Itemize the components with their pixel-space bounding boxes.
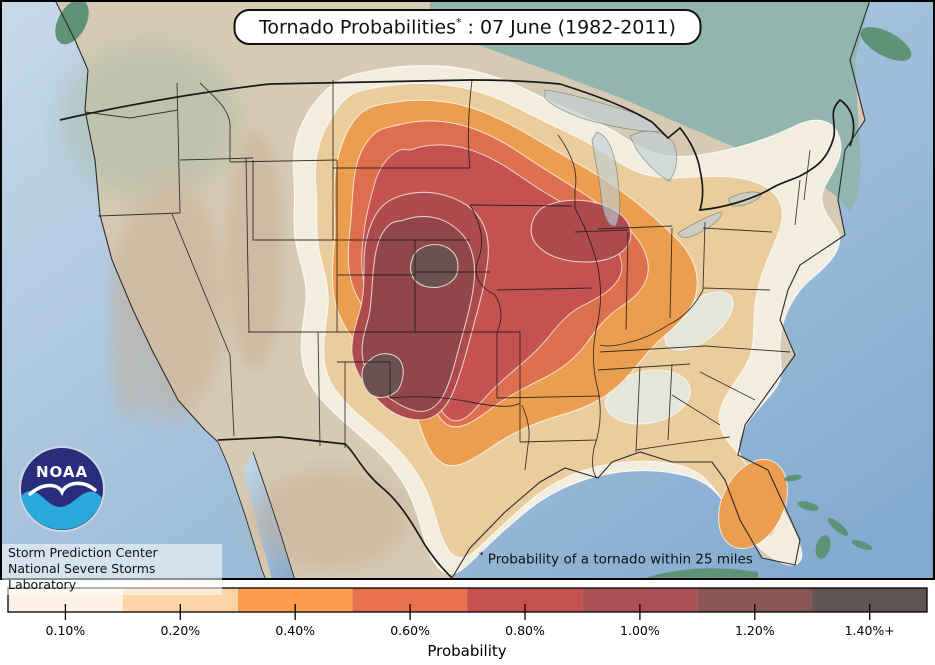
legend-label-4: 0.80% xyxy=(505,623,545,638)
noaa-wave xyxy=(21,491,102,530)
national-borders xyxy=(59,79,855,579)
legend: 0.10% 0.20% 0.40% 0.60% 0.80% 1.00% 1.20… xyxy=(0,580,935,665)
cuba xyxy=(640,568,758,580)
legend-bar-frame xyxy=(7,587,928,613)
vancouver-island xyxy=(55,0,89,45)
legend-label-7: 1.40%+ xyxy=(845,623,895,638)
canada-land xyxy=(430,0,870,212)
lake-huron xyxy=(629,130,678,182)
canada-border xyxy=(59,79,855,211)
contour-1.40pct-nebraska-kansas xyxy=(409,243,459,289)
credit-line-1: Storm Prediction Center xyxy=(8,545,158,560)
noaa-logo-text: NOAA xyxy=(36,463,88,481)
legend-labels: 0.10% 0.20% 0.40% 0.60% 0.80% 1.00% 1.20… xyxy=(46,623,895,638)
footnote-text: Probability of a tornado within 25 miles xyxy=(483,551,753,568)
contour-0.40pct-florida xyxy=(718,458,788,550)
legend-label-0: 0.10% xyxy=(46,623,86,638)
mexico-terrain xyxy=(250,470,410,570)
noaa-logo: NOAA xyxy=(19,446,105,532)
legend-ticks xyxy=(64,604,871,620)
legend-label-3: 0.60% xyxy=(390,623,430,638)
legend-label-1: 0.20% xyxy=(160,623,200,638)
title-asterisk: * xyxy=(455,16,462,29)
coastline xyxy=(54,0,871,581)
state-borders xyxy=(84,79,811,479)
lake-michigan xyxy=(591,131,621,227)
lake-erie xyxy=(677,211,722,238)
sierra-terrain xyxy=(112,240,148,420)
legend-label-5: 1.00% xyxy=(620,623,660,638)
rockies-terrain xyxy=(227,130,283,370)
credits: Storm Prediction Center National Severe … xyxy=(2,544,222,595)
noaa-gull-icon xyxy=(28,481,97,497)
title-text: Tornado Probabilities xyxy=(259,16,456,39)
islands xyxy=(55,0,912,580)
contour-1.40pct-oklahoma xyxy=(361,353,404,399)
footnote: * Probability of a tornado within 25 mil… xyxy=(479,551,753,568)
footnote-asterisk: * xyxy=(479,551,484,561)
legend-label-6: 1.20% xyxy=(735,623,775,638)
mexico-border xyxy=(217,436,453,579)
legend-label-2: 0.40% xyxy=(275,623,315,638)
probability-axis-label: Probability xyxy=(427,642,506,660)
title-box: Tornado Probabilities* : 07 June (1982-2… xyxy=(233,9,702,46)
map-frame xyxy=(0,0,935,580)
title-date: : 07 June (1982-2011) xyxy=(461,16,676,39)
nova-scotia xyxy=(860,27,912,61)
credit-line-2: National Severe Storms Laboratory xyxy=(8,561,156,592)
us-map: NOAA xyxy=(0,0,935,581)
map-figure: NOAA Tornado Probabilities* : 07 June (1… xyxy=(0,0,935,592)
